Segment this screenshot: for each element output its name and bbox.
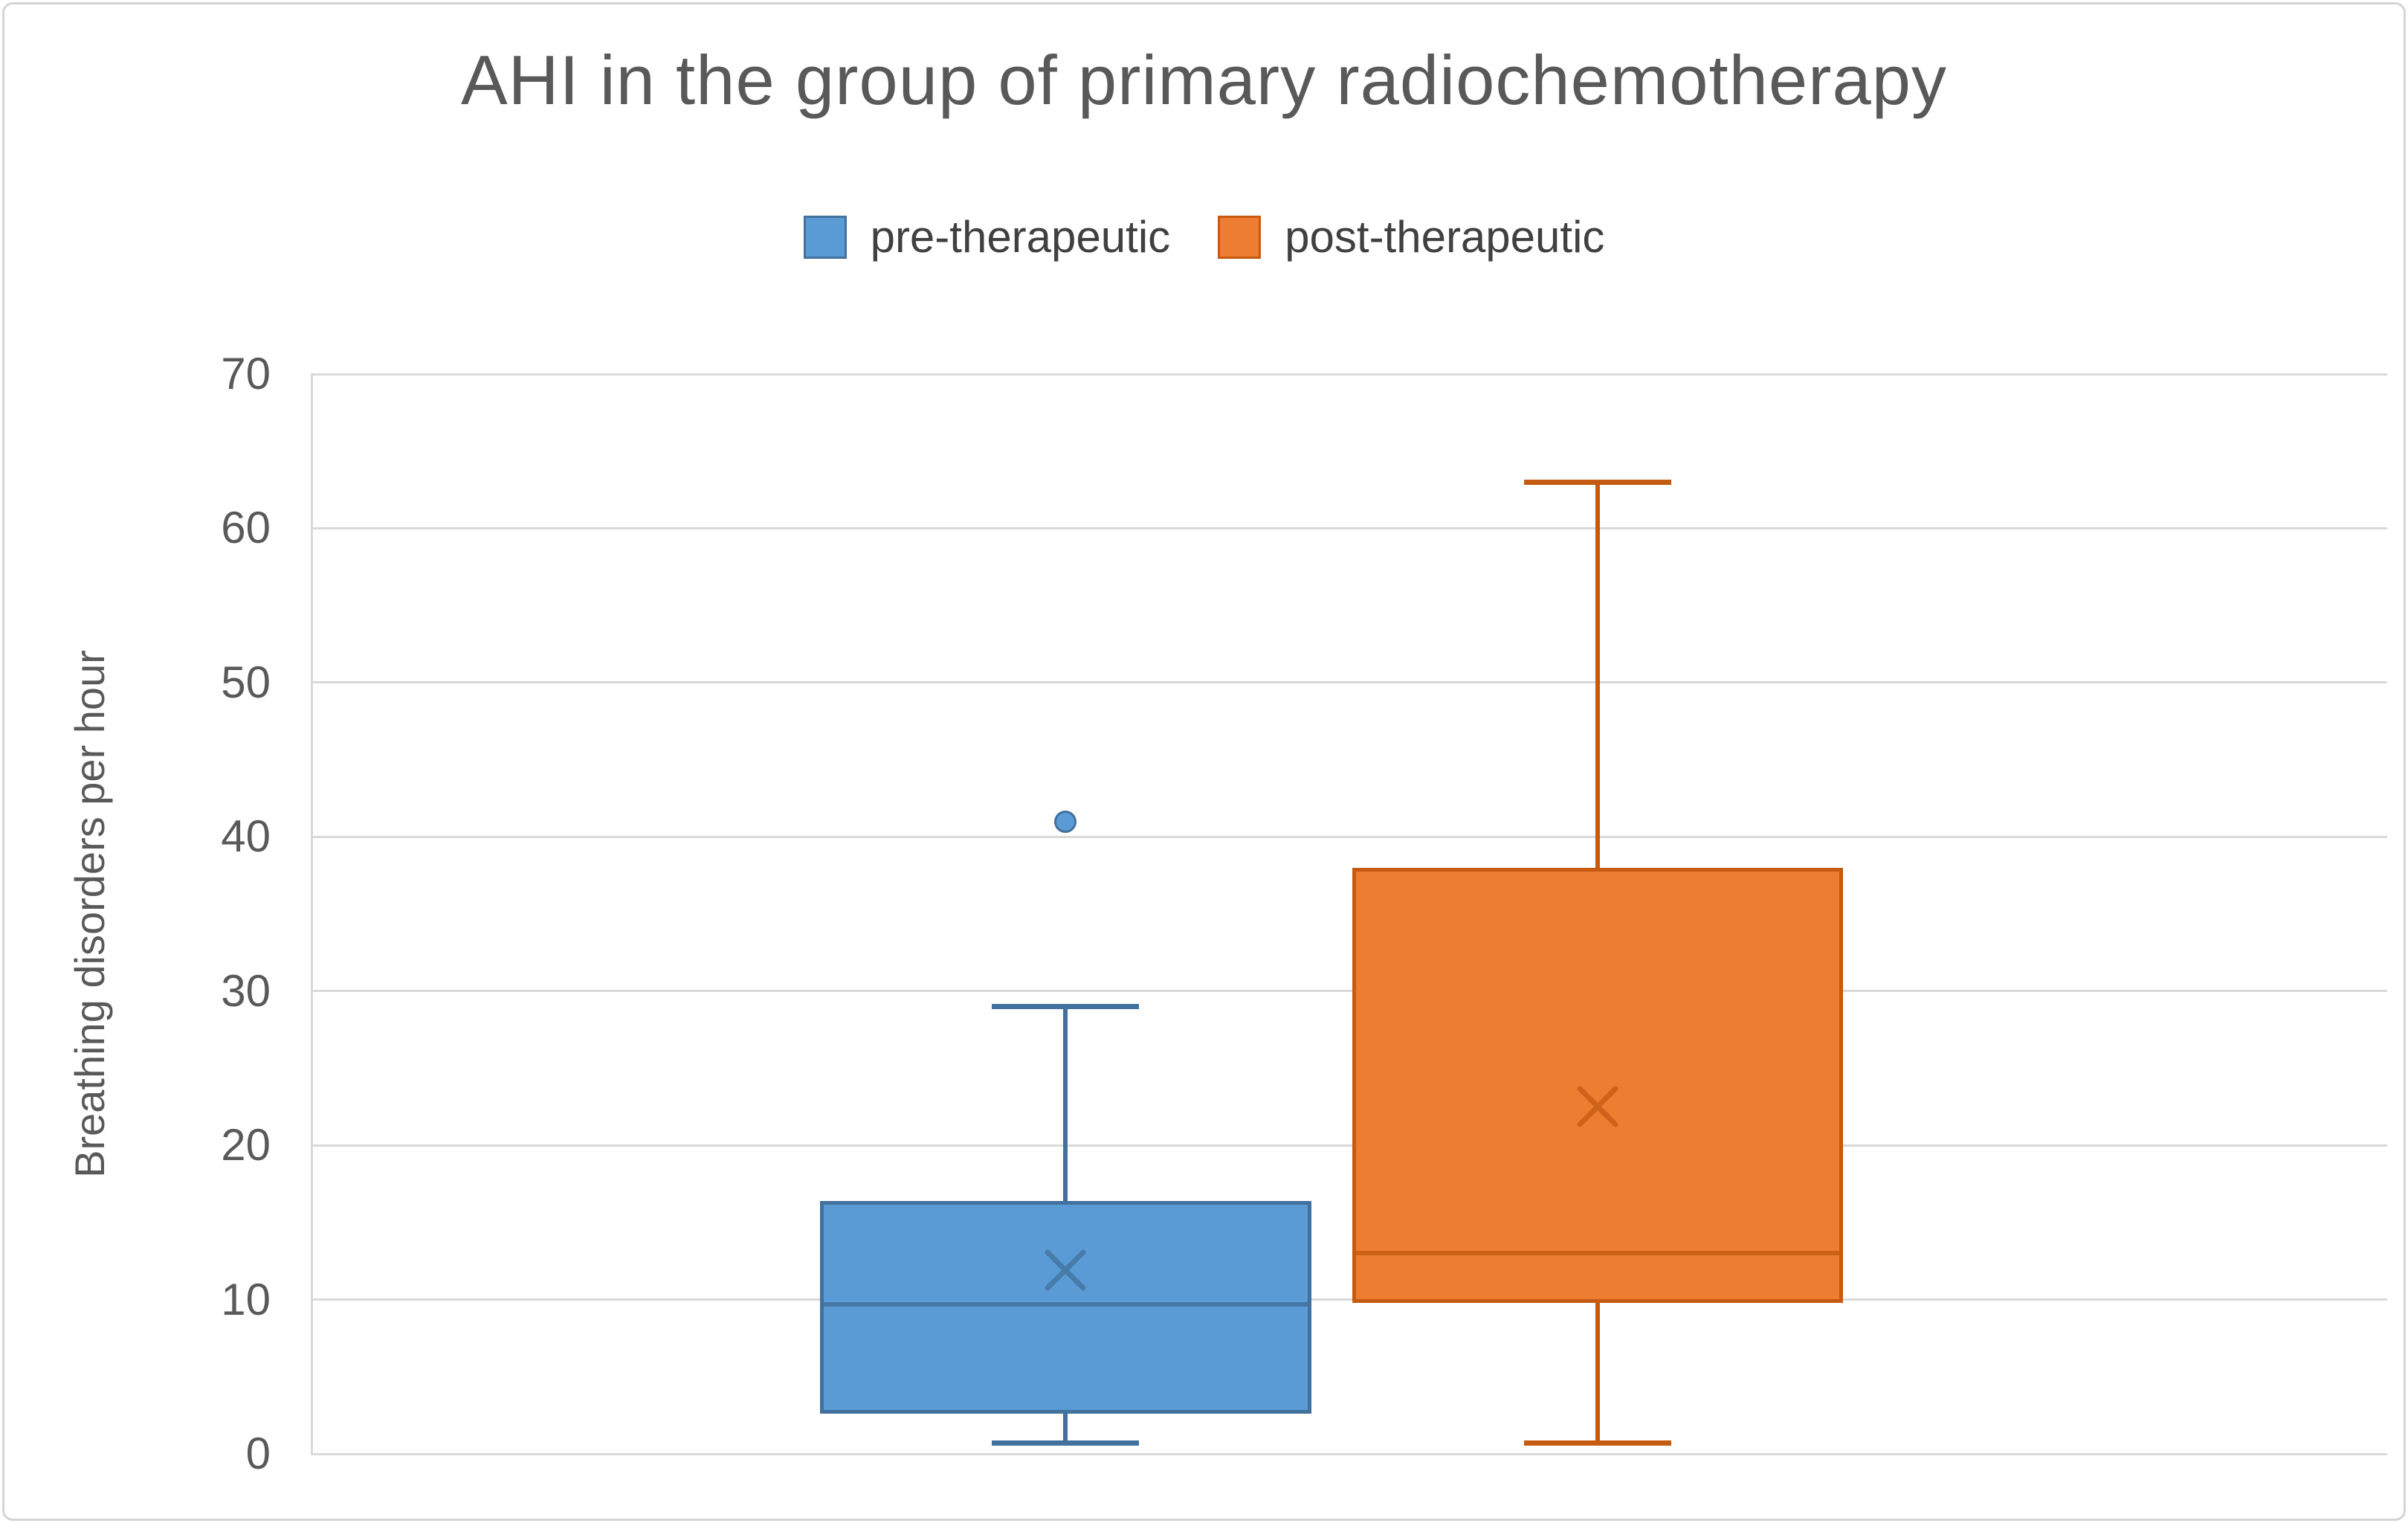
y-tick-label: 40 [221,811,271,862]
gridline [311,990,2387,993]
y-tick-label: 10 [221,1274,271,1324]
y-tick-label: 50 [221,657,271,707]
whisker-line [1063,1414,1068,1443]
whisker-line [1063,1006,1068,1201]
median-line [1352,1251,1844,1256]
y-axis-line [311,374,313,1454]
whisker-line [1595,1302,1600,1443]
whisker-cap [992,1440,1140,1446]
whisker-cap [992,1004,1140,1010]
whisker-cap [1523,1440,1671,1446]
gridline [311,527,2387,529]
y-axis-title: Breathing disorders per hour [66,650,113,1178]
mean-x-marker-icon [1577,1086,1618,1127]
gridline [311,681,2387,684]
gridline [311,1452,2387,1455]
gridline [311,1144,2387,1147]
gridline [311,373,2387,376]
whisker-line [1595,482,1600,868]
legend-swatch [803,215,847,259]
gridline [311,835,2387,838]
y-tick-label: 70 [221,349,271,399]
median-line [819,1301,1311,1307]
box-pre-therapeutic [819,1200,1311,1414]
plot-area [311,373,2387,1455]
legend-label: pre-therapeutic [870,212,1171,262]
legend-item: post-therapeutic [1218,211,1604,263]
legend-item: pre-therapeutic [803,211,1171,263]
chart-title: AHI in the group of primary radiochemoth… [460,41,1948,119]
y-tick-label: 20 [221,1120,271,1171]
mean-x-marker-icon [1045,1249,1086,1291]
outlier-point [1054,810,1077,833]
y-tick-label: 30 [221,965,271,1016]
legend: pre-therapeutic post-therapeutic [4,211,2404,263]
y-tick-label: 0 [245,1429,271,1478]
box-post-therapeutic [1352,867,1844,1303]
legend-swatch [1218,215,1262,259]
whisker-cap [1523,480,1671,486]
gridline [311,1298,2387,1301]
legend-label: post-therapeutic [1285,212,1605,262]
y-tick-label: 60 [221,503,271,553]
